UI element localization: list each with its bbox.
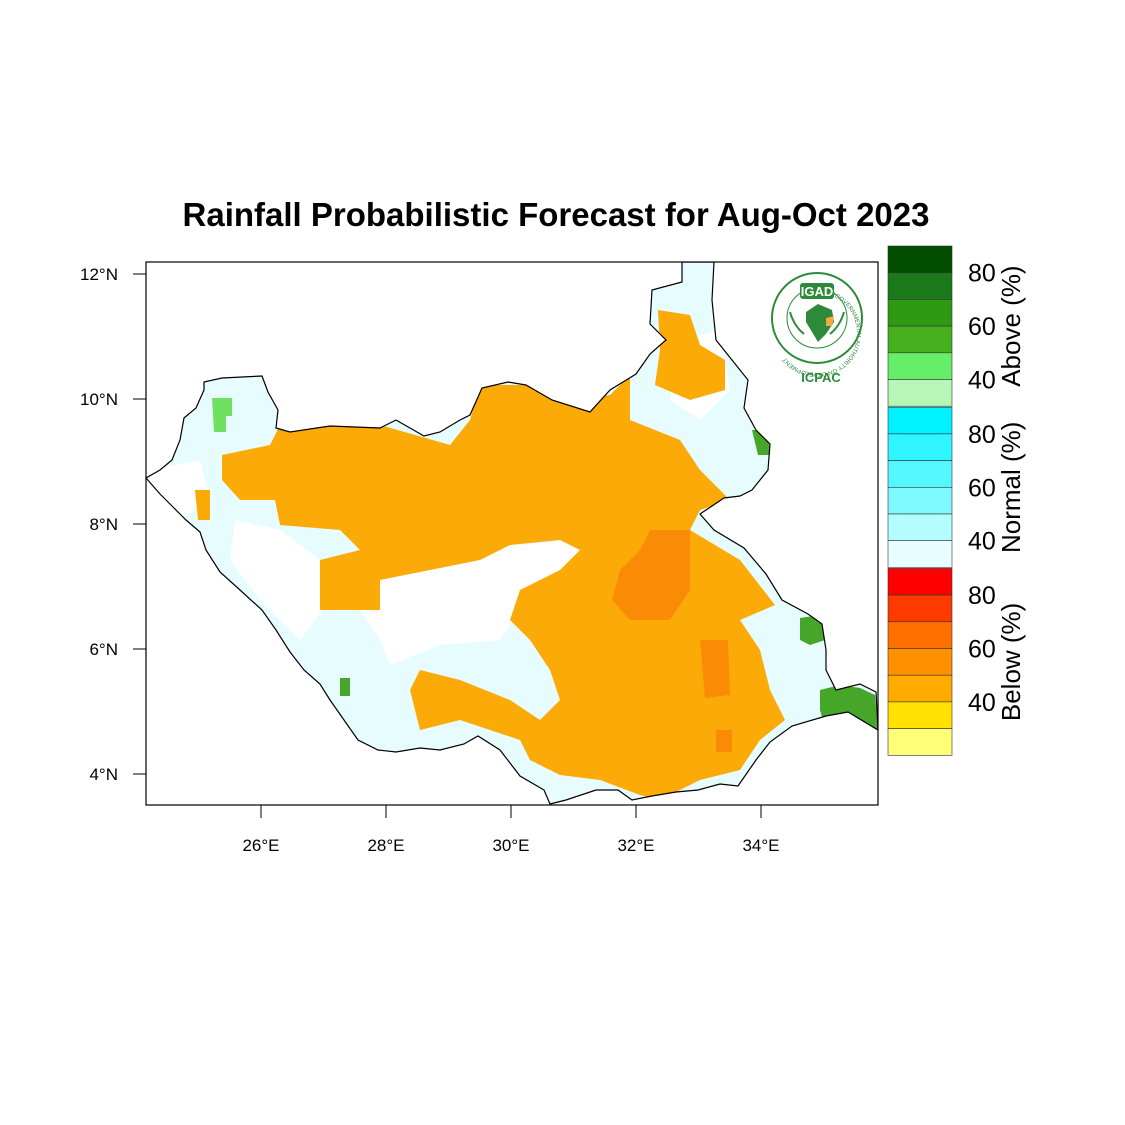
country-border [146,262,878,805]
colorbar-swatch [887,701,953,729]
white-zone [230,520,330,640]
colorbar-swatch [887,299,953,327]
colorbar-swatch [887,486,953,515]
colorbar-tick-label: 40 [968,367,996,395]
below-strong-region [700,640,730,698]
lat-tick-label: 12°N [80,265,118,284]
colorbar-category-title: Normal (%) [996,422,1026,553]
colorbar-swatch [887,406,953,435]
igad-region-icon [826,316,834,326]
lat-tick-label: 6°N [89,640,118,659]
lon-tick-label: 26°E [242,836,279,855]
lat-tick-label: 10°N [80,390,118,409]
laurel-icon [789,311,845,335]
above-region [800,615,825,645]
colorbar-swatch [887,433,953,461]
above-light-region [212,398,232,432]
colorbar-tick-label: 80 [968,260,996,288]
colorbar-swatch [887,568,953,596]
colorbar-swatch [887,352,953,380]
lon-tick-label: 28°E [367,836,404,855]
lon-axis: 26°E 28°E 30°E 32°E 34°E [242,805,780,855]
below-region [195,490,210,520]
colorbar-swatch [887,272,953,300]
colorbar-category-title: Above (%) [996,265,1026,386]
lat-axis: 12°N 10°N 8°N 6°N 4°N [80,265,146,784]
colorbar-swatch [887,674,953,703]
colorbar-tick-label: 80 [968,582,996,610]
colorbar-swatch [887,621,953,649]
logo-igad-text: IGAD [801,284,834,299]
colorbar-tick-label: 60 [968,313,996,341]
africa-map-icon [806,304,834,342]
colorbar-swatch [887,540,953,568]
colorbar-swatch [887,648,953,676]
igad-logo: INTERGOVERNMENTAL AUTHORITY ON DEVELOPME… [771,272,863,385]
colorbar-swatch [887,325,953,354]
below-strong-region [612,530,690,620]
colorbar-category-title: Below (%) [996,603,1026,721]
colorbar-tick-label: 60 [968,636,996,664]
colorbar-swatch [887,245,953,274]
lon-tick-label: 30°E [492,836,529,855]
colorbar-tick-label: 40 [968,528,996,556]
above-region [340,678,350,696]
below-region [655,310,725,400]
below-strong-region [716,730,732,752]
colorbar-swatch [887,728,953,756]
map-plot-area [145,261,879,806]
colorbar-tick-label: 60 [968,474,996,502]
colorbar-swatch [887,513,953,542]
colorbar-swatch [887,460,953,488]
logo-icpac-text: ICPAC [801,370,841,385]
map-title: Rainfall Probabilistic Forecast for Aug-… [182,196,930,233]
lon-tick-label: 32°E [617,836,654,855]
below-region [222,375,785,800]
colorbar-tick-label: 40 [968,689,996,717]
colorbar-swatch [887,594,953,623]
colorbar-tick-label: 80 [968,421,996,449]
lat-tick-label: 4°N [89,765,118,784]
lat-tick-label: 8°N [89,515,118,534]
map-frame [145,261,879,806]
colorbar-swatch [887,379,953,407]
lon-tick-label: 34°E [742,836,779,855]
